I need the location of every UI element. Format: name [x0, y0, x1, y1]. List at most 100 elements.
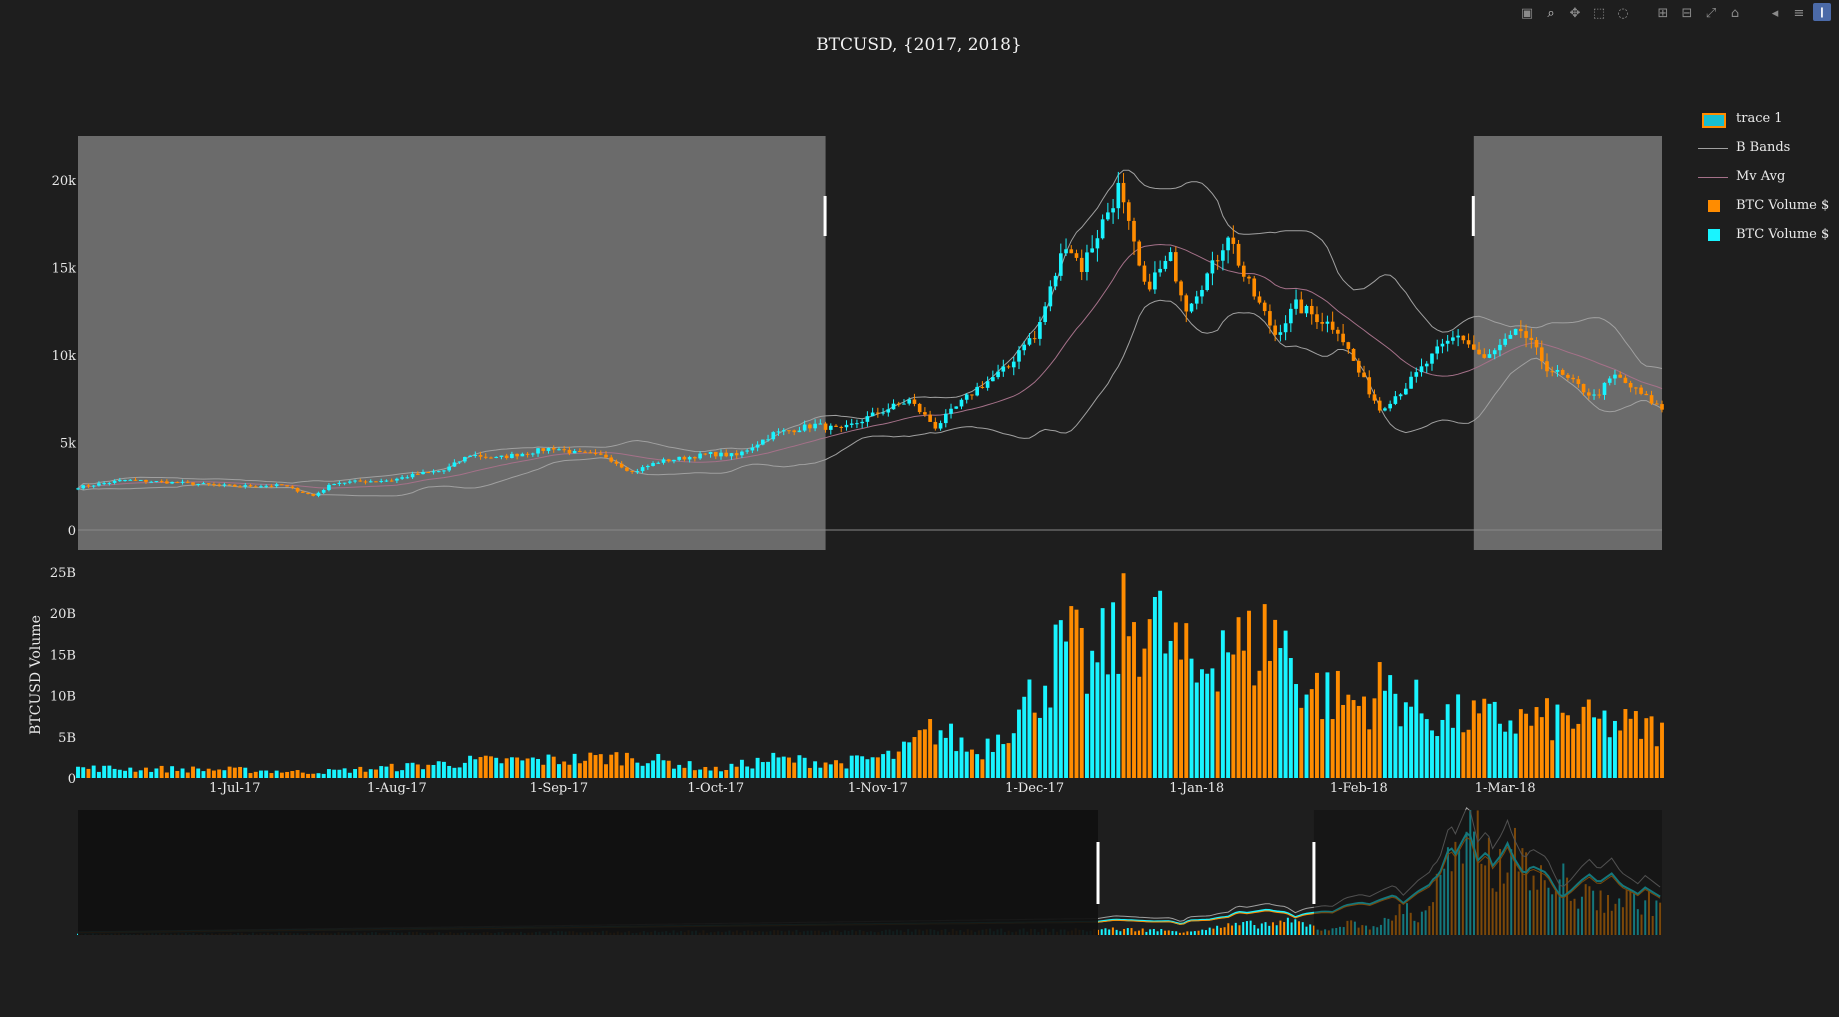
legend-item[interactable]: trace 1	[1696, 104, 1829, 133]
volume-bar	[1633, 711, 1638, 778]
zoom-out-icon[interactable]: ⊟	[1681, 5, 1693, 21]
candle-body	[175, 481, 180, 483]
volume-bar	[1450, 727, 1455, 778]
candle-body	[1545, 361, 1549, 372]
x-tick-label: 1-Feb-18	[1330, 781, 1388, 796]
rangeslider-volume-bar	[1294, 919, 1297, 935]
legend-item[interactable]: Mv Avg	[1696, 162, 1829, 191]
rangeslider-volume-bar	[1283, 922, 1286, 935]
legend-item[interactable]: B Bands	[1696, 133, 1829, 162]
candle-body	[844, 424, 849, 428]
legend-item[interactable]: BTC Volume $	[1696, 220, 1829, 249]
candle-body	[123, 479, 127, 481]
candle-body	[400, 477, 404, 479]
candle-body	[457, 461, 462, 463]
candle-body	[185, 481, 190, 483]
volume-bar	[311, 773, 316, 778]
candle-body	[128, 479, 133, 481]
candle-body	[1320, 322, 1325, 324]
compare-hover-icon[interactable]: ≡	[1793, 5, 1805, 21]
volume-bar	[677, 764, 682, 778]
volume-bar	[980, 759, 985, 778]
volume-bar	[201, 771, 206, 778]
volume-bar	[81, 767, 86, 778]
legend-label: trace 1	[1736, 111, 1783, 126]
volume-bar	[1283, 630, 1288, 778]
legend-item[interactable]: BTC Volume $	[1696, 191, 1829, 220]
volume-bar	[128, 767, 133, 778]
candle-body	[1069, 249, 1074, 254]
zoom-icon[interactable]: ⌕	[1547, 5, 1555, 21]
volume-bar	[839, 763, 844, 778]
candle-body	[206, 483, 211, 485]
camera-icon[interactable]: ▣	[1520, 5, 1534, 21]
autoscale-icon[interactable]: ⤢	[1705, 5, 1717, 21]
volume-bar	[196, 768, 201, 778]
rangeslider-volume-bar	[1115, 929, 1118, 935]
legend-label: BTC Volume $	[1736, 227, 1830, 242]
rangeslider-volume-bar	[1216, 925, 1219, 935]
volume-bar	[645, 763, 650, 778]
candle-body	[1027, 338, 1032, 345]
pan-icon[interactable]: ✥	[1569, 5, 1581, 21]
rangeslider-volume-bar	[1275, 925, 1278, 935]
lasso-icon[interactable]: ◌	[1617, 5, 1629, 21]
candle-body	[1503, 338, 1507, 345]
volume-bar	[1220, 630, 1225, 778]
rangeslider-handle-left[interactable]	[1096, 842, 1100, 904]
volume-bar	[384, 766, 389, 778]
volume-bar	[964, 751, 969, 778]
rangeslider[interactable]	[77, 806, 1662, 935]
volume-bar	[441, 761, 446, 778]
candle-body	[217, 484, 221, 486]
candle-body	[290, 486, 295, 488]
candle-body	[342, 482, 347, 484]
volume-bar	[227, 766, 232, 778]
volume-bar	[478, 757, 483, 778]
rangeslider-volume-bar	[1104, 928, 1107, 935]
candle-body	[421, 472, 425, 475]
candle-body	[761, 439, 765, 445]
volume-bar	[687, 761, 692, 778]
candle-body	[996, 371, 1000, 378]
volume-bar	[525, 758, 530, 778]
box-select-icon[interactable]: ⬚	[1592, 5, 1606, 21]
volume-bar	[1231, 654, 1236, 778]
volume-bar	[1053, 624, 1058, 778]
volume-bar	[1074, 609, 1079, 778]
volume-bar	[1142, 648, 1147, 778]
candle-body	[1231, 237, 1236, 244]
y-tick-label-volume: 20B	[50, 607, 76, 622]
candle-body	[651, 463, 655, 466]
candle-body	[1179, 281, 1183, 296]
volume-bar	[180, 768, 185, 778]
candle-body	[1430, 353, 1434, 364]
candle-body	[938, 423, 943, 429]
candle-body	[91, 485, 96, 487]
plotly-logo-icon[interactable]: ❙	[1813, 3, 1831, 21]
rangeslider-handle-right[interactable]	[1312, 842, 1316, 904]
reset-axes-icon[interactable]: ⌂	[1730, 5, 1740, 21]
volume-bar	[551, 756, 556, 778]
volume-bar	[1466, 729, 1471, 778]
volume-bar	[1388, 675, 1393, 778]
volume-bar	[713, 766, 718, 778]
candle-body	[154, 481, 159, 483]
volume-bar	[624, 752, 629, 778]
candle-body	[1173, 252, 1178, 282]
volume-bar	[1001, 744, 1006, 778]
spike-lines-icon[interactable]: ◂	[1771, 5, 1779, 21]
candle-body	[583, 451, 587, 453]
volume-bar	[154, 768, 159, 778]
zoom-in-icon[interactable]: ⊞	[1657, 5, 1669, 21]
candle-body	[902, 403, 906, 405]
volume-bar	[447, 765, 452, 778]
rangeslider-volume-bar	[1298, 921, 1301, 935]
candle-body	[849, 423, 854, 425]
candle-body	[1153, 272, 1157, 290]
volume-bar	[1503, 731, 1508, 778]
candle-body	[1487, 354, 1492, 358]
candle-body	[1451, 337, 1455, 341]
legend-symbol-line-pink	[1696, 169, 1730, 185]
